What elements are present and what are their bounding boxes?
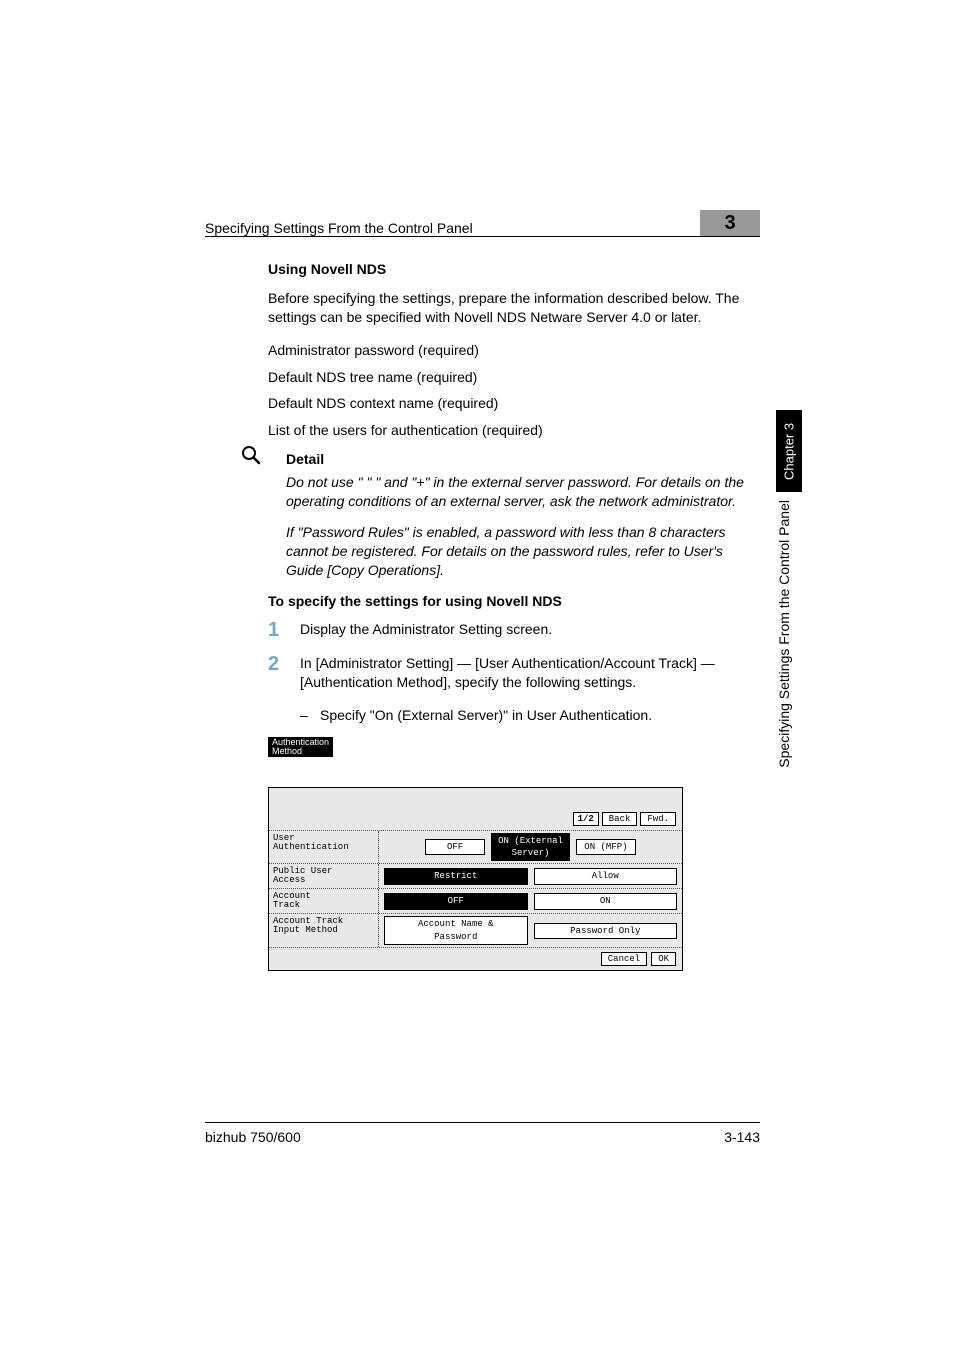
running-title: Specifying Settings From the Control Pan… bbox=[205, 220, 473, 236]
page-footer: bizhub 750/600 3-143 bbox=[205, 1122, 760, 1145]
magnifier-icon bbox=[240, 444, 262, 471]
side-title: Specifying Settings From the Control Pan… bbox=[776, 500, 802, 768]
requirement-item: List of the users for authentication (re… bbox=[268, 421, 758, 440]
option-button[interactable]: OFF bbox=[425, 839, 485, 855]
option-button[interactable]: Restrict bbox=[384, 868, 528, 884]
option-button[interactable]: ON (External Server) bbox=[491, 833, 570, 861]
chapter-badge: 3 bbox=[700, 210, 760, 236]
cancel-button[interactable]: Cancel bbox=[601, 952, 647, 966]
side-tab: Chapter 3 Specifying Settings From the C… bbox=[776, 410, 802, 830]
setting-row: Account Track OFF ON bbox=[269, 888, 682, 913]
setting-row: Account Track Input Method Account Name … bbox=[269, 913, 682, 946]
ok-button[interactable]: OK bbox=[651, 952, 676, 966]
detail-paragraph: If "Password Rules" is enabled, a passwo… bbox=[286, 523, 758, 580]
option-button[interactable]: Password Only bbox=[534, 923, 678, 939]
panel-footer: Cancel OK bbox=[269, 947, 682, 970]
running-header: Specifying Settings From the Control Pan… bbox=[205, 210, 760, 236]
setting-label: Account Track bbox=[269, 889, 379, 913]
fwd-button[interactable]: Fwd. bbox=[640, 812, 676, 826]
chapter-number: 3 bbox=[724, 212, 735, 235]
section-title: Using Novell NDS bbox=[268, 260, 758, 279]
header-rule bbox=[205, 236, 760, 237]
setting-label: Account Track Input Method bbox=[269, 914, 379, 946]
detail-label: Detail bbox=[286, 450, 758, 469]
substep-text: Specify "On (External Server)" in User A… bbox=[320, 706, 758, 725]
option-button[interactable]: Account Name & Password bbox=[384, 916, 528, 944]
option-button[interactable]: OFF bbox=[384, 893, 528, 909]
requirement-item: Administrator password (required) bbox=[268, 341, 758, 360]
page-indicator: 1/2 bbox=[573, 812, 599, 826]
back-button[interactable]: Back bbox=[602, 812, 638, 826]
page-number: 3-143 bbox=[724, 1129, 760, 1145]
setting-label: User Authentication bbox=[269, 831, 379, 863]
model-name: bizhub 750/600 bbox=[205, 1129, 301, 1145]
detail-paragraph: Do not use " " " and "+" in the external… bbox=[286, 473, 758, 511]
step-text: In [Administrator Setting] — [User Authe… bbox=[300, 654, 758, 692]
option-button[interactable]: ON bbox=[534, 893, 678, 909]
panel-nav: 1/2 Back Fwd. bbox=[269, 810, 682, 830]
step-number: 1 bbox=[268, 620, 300, 640]
auth-method-panel: 1/2 Back Fwd. User Authentication OFF ON… bbox=[268, 787, 683, 971]
panel-title: Authentication Method bbox=[268, 737, 333, 757]
requirement-item: Default NDS tree name (required) bbox=[268, 368, 758, 387]
intro-paragraph: Before specifying the settings, prepare … bbox=[268, 289, 758, 327]
setting-label: Public User Access bbox=[269, 864, 379, 888]
detail-block: Detail Do not use " " " and "+" in the e… bbox=[268, 450, 758, 579]
substep: – Specify "On (External Server)" in User… bbox=[300, 706, 758, 725]
chapter-tab: Chapter 3 bbox=[776, 410, 802, 492]
step: 2 In [Administrator Setting] — [User Aut… bbox=[268, 654, 758, 692]
setting-row: User Authentication OFF ON (External Ser… bbox=[269, 830, 682, 863]
requirement-item: Default NDS context name (required) bbox=[268, 394, 758, 413]
step-number: 2 bbox=[268, 654, 300, 692]
procedure-title: To specify the settings for using Novell… bbox=[268, 592, 758, 611]
option-button[interactable]: Allow bbox=[534, 868, 678, 884]
setting-row: Public User Access Restrict Allow bbox=[269, 863, 682, 888]
step: 1 Display the Administrator Setting scre… bbox=[268, 620, 758, 640]
option-button[interactable]: ON (MFP) bbox=[576, 839, 636, 855]
dash-icon: – bbox=[300, 706, 320, 725]
step-text: Display the Administrator Setting screen… bbox=[300, 620, 758, 640]
